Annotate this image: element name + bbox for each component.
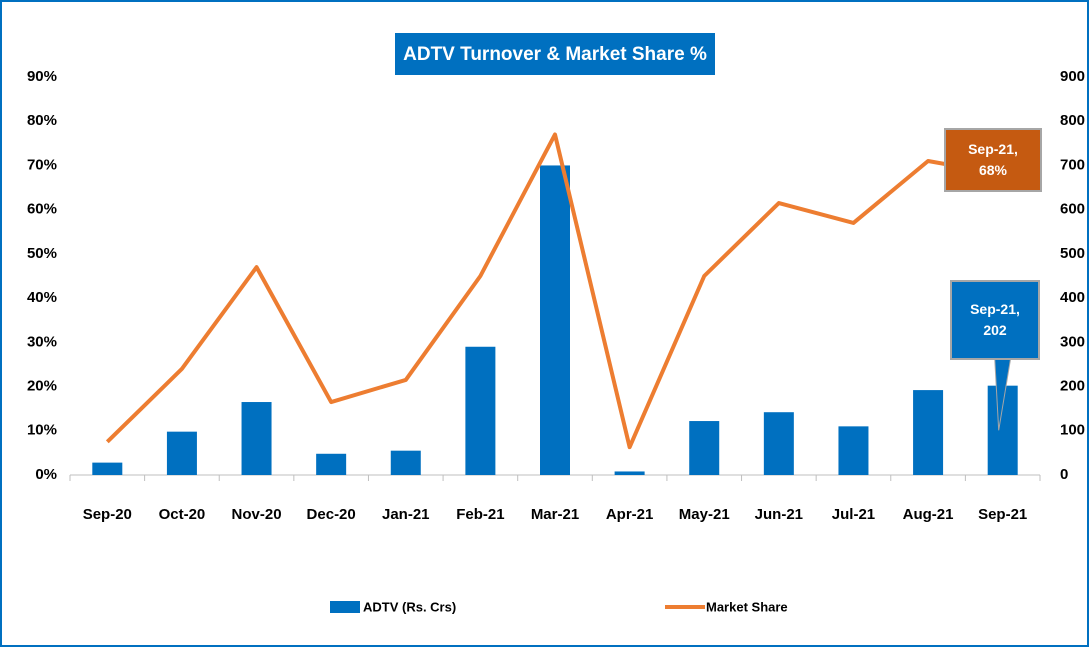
x-tick-label: Sep-21 — [978, 506, 1027, 523]
y-tick-label: 10% — [27, 422, 57, 439]
y2-tick-label: 900 — [1060, 68, 1085, 85]
y-tick-label: 40% — [27, 289, 57, 306]
bar — [913, 390, 944, 475]
line — [105, 132, 1004, 450]
chart-title: ADTV Turnover & Market Share % — [403, 44, 707, 65]
bar — [614, 471, 645, 475]
x-tick-label: Jul-21 — [832, 506, 875, 523]
bar — [241, 402, 272, 475]
x-tick-label: Sep-20 — [83, 506, 132, 523]
y2-tick-label: 800 — [1060, 112, 1085, 129]
x-tick-label: Mar-21 — [531, 506, 579, 523]
y-tick-label: 0% — [35, 466, 57, 483]
data-label: Sep-21, 68% — [944, 128, 1042, 192]
x-tick-label: Feb-21 — [456, 506, 504, 523]
y2-tick-label: 100 — [1060, 422, 1085, 439]
y-tick-label: 90% — [27, 68, 57, 85]
y-tick-label: 20% — [27, 378, 57, 395]
bar — [838, 426, 869, 475]
y2-tick-label: 400 — [1060, 289, 1085, 306]
bar — [540, 165, 570, 475]
x-tick-label: Apr-21 — [606, 506, 654, 523]
y-tick-label: 60% — [27, 201, 57, 218]
data-label: Sep-21, 202 — [950, 280, 1040, 360]
y2-tick-label: 200 — [1060, 378, 1085, 395]
x-tick-label: Dec-20 — [307, 506, 356, 523]
legend-swatch — [330, 601, 360, 613]
bar — [92, 462, 123, 475]
y2-tick-label: 600 — [1060, 201, 1085, 218]
x-tick-label: Jun-21 — [755, 506, 803, 523]
bar — [166, 431, 197, 475]
y2-tick-label: 300 — [1060, 333, 1085, 350]
y-tick-label: 30% — [27, 333, 57, 350]
x-tick-label: May-21 — [679, 506, 730, 523]
bar — [763, 412, 794, 475]
legend-label: Market Share — [706, 599, 788, 614]
y-tick-label: 70% — [27, 156, 57, 173]
y-tick-label: 50% — [27, 245, 57, 262]
legend-label: ADTV (Rs. Crs) — [363, 599, 456, 614]
bar — [316, 453, 347, 475]
y2-tick-label: 0 — [1060, 466, 1068, 483]
x-tick-label: Oct-20 — [159, 506, 206, 523]
y2-tick-label: 500 — [1060, 245, 1085, 262]
x-tick-label: Jan-21 — [382, 506, 430, 523]
bar — [689, 421, 720, 475]
bar — [465, 346, 496, 475]
x-tick-label: Nov-20 — [232, 506, 282, 523]
bar — [390, 450, 421, 475]
x-tick-label: Aug-21 — [903, 506, 954, 523]
title-box — [395, 33, 715, 75]
y-tick-label: 80% — [27, 112, 57, 129]
y2-tick-label: 700 — [1060, 156, 1085, 173]
